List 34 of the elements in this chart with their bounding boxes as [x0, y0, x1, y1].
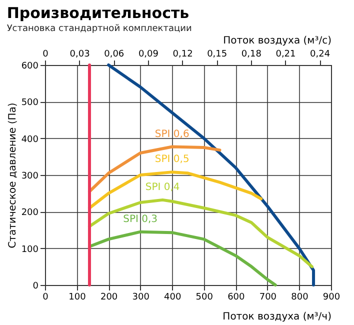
y-axis-title: Статическое давление (Па) [7, 102, 18, 248]
chart-title: Производительность [6, 4, 190, 22]
y-tick-label: 300 [21, 172, 39, 182]
x2-tick-label: 0 [42, 50, 49, 60]
x2-tick-label: 0,18 [241, 50, 262, 60]
x-tick-label: 500 [196, 292, 214, 302]
y-tick-label: 100 [21, 244, 39, 255]
y-tick-label: 200 [21, 208, 39, 218]
series-label: SPI 0,6 [154, 128, 190, 140]
x-axis-title: Поток воздуха (м³/ч) [222, 312, 332, 322]
x-tick-label: 600 [228, 292, 246, 302]
x2-axis-title: Поток воздуха (м³/с) [223, 36, 332, 46]
x2-tick-label: 0,15 [207, 50, 228, 60]
x-tick-label: 400 [164, 292, 182, 302]
x2-tick-label: 0,24 [310, 50, 330, 60]
x2-tick-label: 0,03 [70, 50, 90, 60]
x2-tick-label: 0,09 [138, 50, 159, 60]
x-tick-label: 300 [132, 292, 150, 302]
x-tick-label: 800 [291, 292, 309, 302]
x-tick-label: 700 [259, 292, 277, 302]
x-tick-label: 0 [42, 292, 49, 302]
x2-tick-label: 0,06 [104, 50, 124, 60]
series-label: SPI 0,5 [154, 154, 190, 166]
x-tick-label: 200 [100, 292, 118, 302]
series-label: SPI 0,3 [123, 214, 158, 225]
x-tick-label: 100 [68, 292, 86, 302]
x2-tick-label: 0,21 [276, 50, 296, 60]
x-tick-label: 900 [322, 292, 340, 302]
y-tick-label: 500 [21, 98, 39, 108]
y-tick-label: 400 [21, 134, 39, 145]
chart-subtitle: Установка стандартной комплектации [6, 24, 192, 34]
x2-tick-label: 0,12 [172, 50, 193, 60]
y-tick-label: 0 [32, 282, 39, 292]
y-tick-label: 600 [21, 62, 39, 72]
